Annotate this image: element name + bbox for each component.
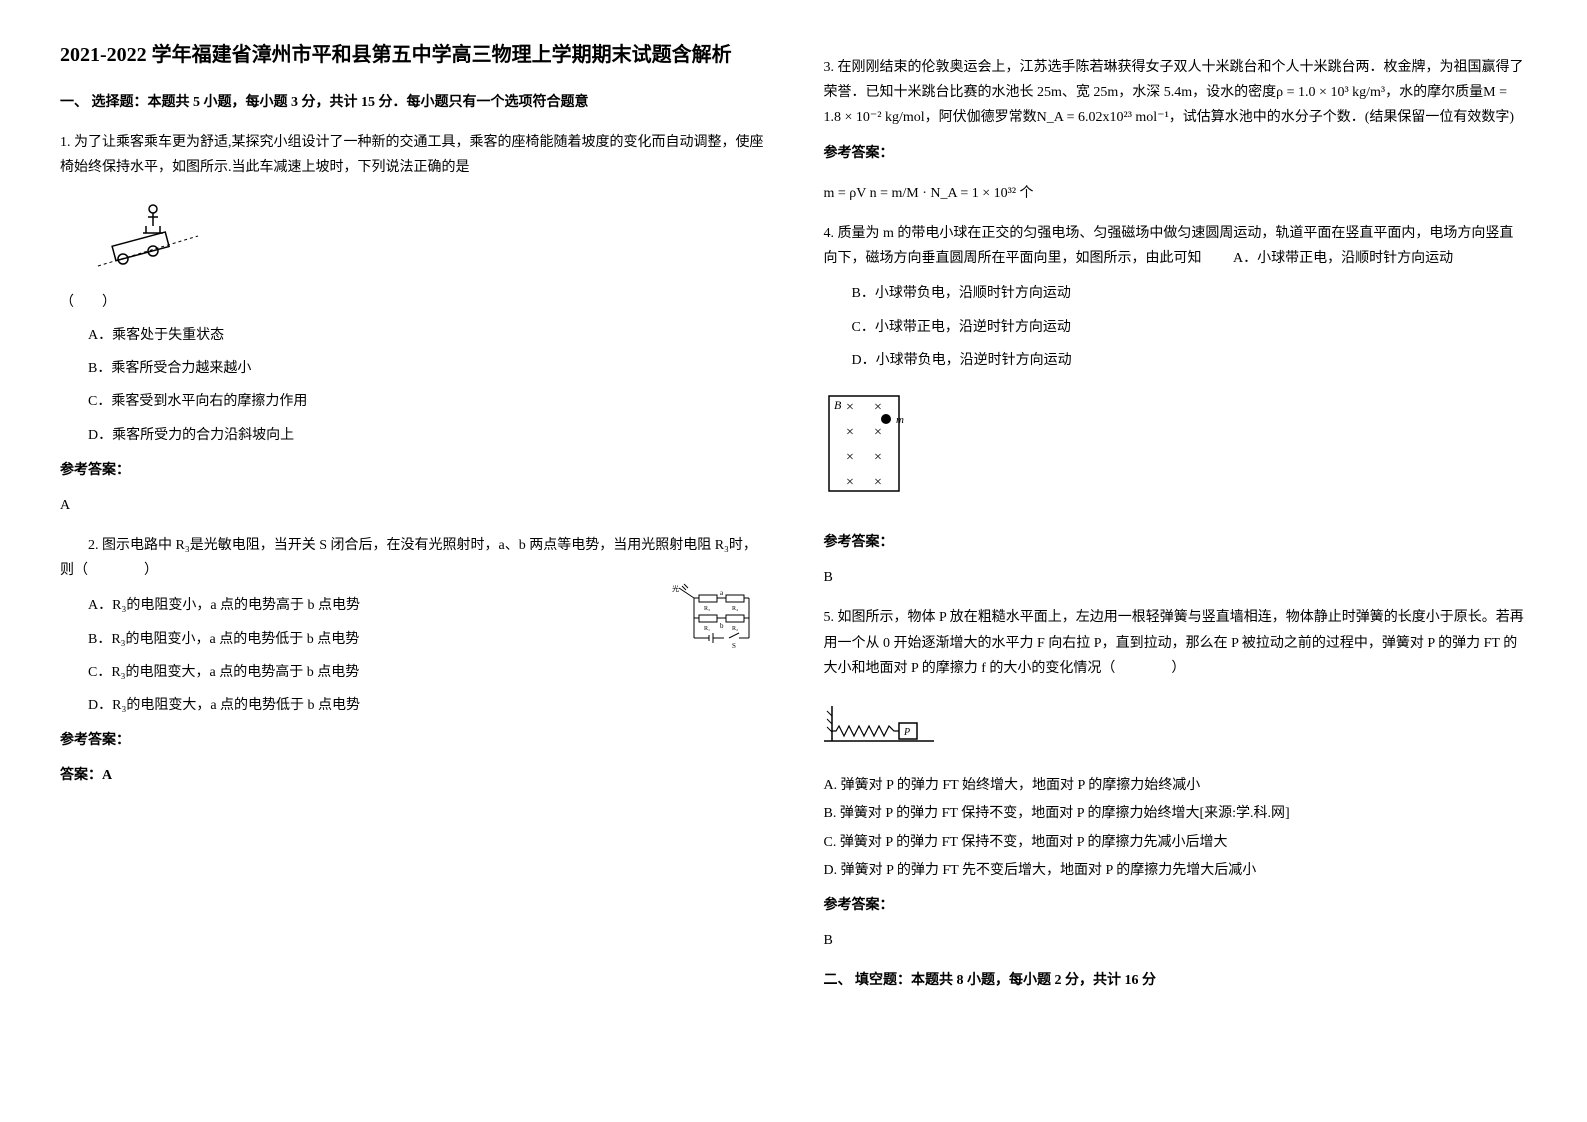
- q2-choice-c: C．R₃的电阻变大，a 点的电势高于 b 点电势: [88, 660, 764, 685]
- svg-text:×: ×: [874, 450, 882, 465]
- svg-text:×: ×: [846, 400, 854, 415]
- q3-formula1: ρ = 1.0 × 10³ kg/m³: [1276, 85, 1385, 100]
- q5-choice-a: A. 弹簧对 P 的弹力 FT 始终增大，地面对 P 的摩擦力始终减小: [824, 773, 1528, 798]
- q2-circuit-diagram: a b S R₃ R₄ R₁ R₂ 光: [664, 583, 764, 663]
- q1-paren: （ ）: [60, 290, 764, 315]
- q2-choice-d: D．R₃的电阻变大，a 点的电势低于 b 点电势: [88, 693, 764, 718]
- q1-answer: A: [60, 493, 764, 518]
- q2-choice-a: A．R₃的电阻变小，a 点的电势高于 b 点电势: [88, 593, 764, 618]
- svg-text:R₄: R₄: [732, 606, 738, 612]
- svg-text:R₁: R₁: [704, 626, 710, 632]
- q1-text: 1. 为了让乘客乘车更为舒适,某探究小组设计了一种新的交通工具，乘客的座椅能随着…: [60, 130, 764, 180]
- q5-choices: A. 弹簧对 P 的弹力 FT 始终增大，地面对 P 的摩擦力始终减小 B. 弹…: [824, 773, 1528, 883]
- q2-choice-b: B．R₃的电阻变小，a 点的电势低于 b 点电势: [88, 627, 764, 652]
- svg-text:×: ×: [874, 400, 882, 415]
- q4-choice-c: C．小球带正电，沿逆时针方向运动: [852, 315, 1528, 340]
- q4-answer-label: 参考答案：: [824, 530, 1528, 555]
- q5-choice-d: D. 弹簧对 P 的弹力 FT 先不变后增大，地面对 P 的摩擦力先增大后减小: [824, 858, 1528, 883]
- q4-diagram: B × × × × × × × × m: [824, 391, 914, 501]
- q5-diagram: P: [824, 701, 934, 751]
- question-3: 3. 在刚刚结束的伦敦奥运会上，江苏选手陈若琳获得女子双人十米跳台和个人十米跳台…: [824, 55, 1528, 206]
- q3-answer-label: 参考答案：: [824, 141, 1528, 166]
- svg-text:光: 光: [672, 584, 679, 593]
- q4-choice-b: B．小球带负电，沿顺时针方向运动: [852, 281, 1528, 306]
- q3-formula3: N_A = 6.02x10²³ mol⁻¹: [1037, 110, 1169, 125]
- svg-text:R₃: R₃: [704, 606, 710, 612]
- svg-text:×: ×: [874, 475, 882, 490]
- q5-answer: B: [824, 928, 1528, 953]
- q1-answer-label: 参考答案：: [60, 458, 764, 483]
- section1-header: 一、 选择题：本题共 5 小题，每小题 3 分，共计 15 分．每小题只有一个选…: [60, 90, 764, 115]
- svg-text:B: B: [834, 398, 842, 412]
- question-1: 1. 为了让乘客乘车更为舒适,某探究小组设计了一种新的交通工具，乘客的座椅能随着…: [60, 130, 764, 518]
- q2-text: 2. 图示电路中 R₃是光敏电阻，当开关 S 闭合后，在没有光照射时，a、b 两…: [60, 533, 764, 583]
- right-column: 3. 在刚刚结束的伦敦奥运会上，江苏选手陈若琳获得女子双人十米跳台和个人十米跳台…: [824, 40, 1528, 1004]
- q3-text4: ，试估算水池中的水分子个数．(结果保留一位有效数字): [1169, 110, 1514, 125]
- question-5: 5. 如图所示，物体 P 放在粗糙水平面上，左边用一根轻弹簧与竖直墙相连，物体静…: [824, 605, 1528, 953]
- q4-choice-a: A．小球带正电，沿顺时针方向运动: [1233, 251, 1453, 266]
- q3-answer: m = ρV n = m/M · N_A = 1 × 10³² 个: [824, 181, 1528, 206]
- q3-text2: ，水的摩尔质量: [1385, 85, 1483, 100]
- svg-text:×: ×: [846, 450, 854, 465]
- q1-choice-c: C．乘客受到水平向右的摩擦力作用: [88, 389, 764, 414]
- svg-text:b: b: [720, 622, 724, 630]
- q2-answer: 答案：A: [60, 763, 764, 788]
- q5-text: 5. 如图所示，物体 P 放在粗糙水平面上，左边用一根轻弹簧与竖直墙相连，物体静…: [824, 605, 1528, 681]
- q4-answer: B: [824, 565, 1528, 590]
- question-2: 2. 图示电路中 R₃是光敏电阻，当开关 S 闭合后，在没有光照射时，a、b 两…: [60, 533, 764, 789]
- svg-text:S: S: [732, 642, 736, 650]
- q4-text: 4. 质量为 m 的带电小球在正交的匀强电场、匀强磁场中做匀速圆周运动，轨道平面…: [824, 221, 1528, 271]
- q4-choice-d: D．小球带负电，沿逆时针方向运动: [852, 348, 1528, 373]
- q1-choice-b: B．乘客所受合力越来越小: [88, 356, 764, 381]
- q1-choice-a: A．乘客处于失重状态: [88, 323, 764, 348]
- q3-text: 3. 在刚刚结束的伦敦奥运会上，江苏选手陈若琳获得女子双人十米跳台和个人十米跳台…: [824, 55, 1528, 131]
- document-title: 2021-2022 学年福建省漳州市平和县第五中学高三物理上学期期末试题含解析: [60, 40, 764, 70]
- svg-text:R₂: R₂: [732, 626, 738, 632]
- svg-text:P: P: [903, 727, 910, 738]
- q1-choice-d: D．乘客所受力的合力沿斜坡向上: [88, 423, 764, 448]
- question-4: 4. 质量为 m 的带电小球在正交的匀强电场、匀强磁场中做匀速圆周运动，轨道平面…: [824, 221, 1528, 591]
- q5-choice-c: C. 弹簧对 P 的弹力 FT 保持不变，地面对 P 的摩擦力先减小后增大: [824, 830, 1528, 855]
- q2-answer-label: 参考答案：: [60, 728, 764, 753]
- left-column: 2021-2022 学年福建省漳州市平和县第五中学高三物理上学期期末试题含解析 …: [60, 40, 764, 1004]
- svg-text:a: a: [720, 589, 724, 597]
- q3-text3: ，阿伏伽德罗常数: [925, 110, 1037, 125]
- svg-text:×: ×: [846, 425, 854, 440]
- svg-text:×: ×: [874, 425, 882, 440]
- q1-diagram: [88, 201, 208, 280]
- svg-text:×: ×: [846, 475, 854, 490]
- section2-header: 二、 填空题：本题共 8 小题，每小题 2 分，共计 16 分: [824, 968, 1528, 993]
- q5-choice-b: B. 弹簧对 P 的弹力 FT 保持不变，地面对 P 的摩擦力始终增大[来源:学…: [824, 801, 1528, 826]
- svg-text:m: m: [896, 414, 904, 426]
- q5-answer-label: 参考答案：: [824, 893, 1528, 918]
